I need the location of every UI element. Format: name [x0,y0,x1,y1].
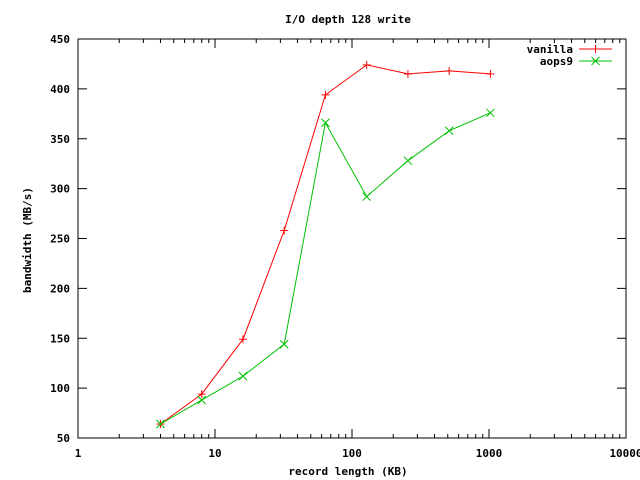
data-point-aops9 [238,371,248,381]
y-tick-label: 250 [50,233,70,246]
y-tick-label: 100 [50,382,70,395]
data-point-vanilla [486,69,495,78]
data-point-vanilla [238,335,247,344]
data-point-aops9 [444,126,454,136]
y-tick-label: 150 [50,332,70,345]
legend-marker-vanilla [591,45,600,53]
series-line-vanilla [160,64,491,425]
x-axis-label: record length (KB) [288,465,407,478]
plot-frame [77,38,627,439]
y-tick-label: 450 [50,33,70,46]
data-point-aops9 [486,108,495,118]
legend-label: vanilla [527,43,573,56]
y-tick-label: 50 [57,432,70,445]
x-tick-label: 100 [342,447,362,460]
y-tick-label: 350 [50,133,70,146]
y-tick-label: 400 [50,83,70,96]
y-axis-label: bandwidth (MB/s) [21,187,34,293]
data-point-vanilla [321,90,330,99]
data-point-aops9 [279,339,289,349]
legend-marker-aops9 [591,56,600,66]
x-tick-label: 1000 [476,447,503,460]
data-point-vanilla [197,390,206,399]
series-line-aops9 [160,112,491,425]
chart-title: I/O depth 128 write [285,13,411,26]
data-point-vanilla [362,60,371,69]
data-point-aops9 [403,156,413,166]
x-tick-label: 1 [75,447,82,460]
data-point-aops9 [156,419,165,429]
legend-label: aops9 [540,55,573,68]
series-layer [156,60,495,429]
axis-ticks: 50 100 150 200 250 300 350 400 450 1 10 100 1000 1000… [50,33,640,460]
y-tick-label: 300 [50,183,70,196]
data-point-vanilla [403,69,412,78]
data-point-vanilla [280,226,289,235]
x-tick-label: 10 [208,447,221,460]
data-point-vanilla [445,66,454,75]
x-tick-label: 10000 [609,447,640,460]
data-point-aops9 [362,192,372,201]
data-point-aops9 [197,395,207,405]
data-point-aops9 [321,118,330,128]
y-tick-label: 200 [50,282,70,295]
